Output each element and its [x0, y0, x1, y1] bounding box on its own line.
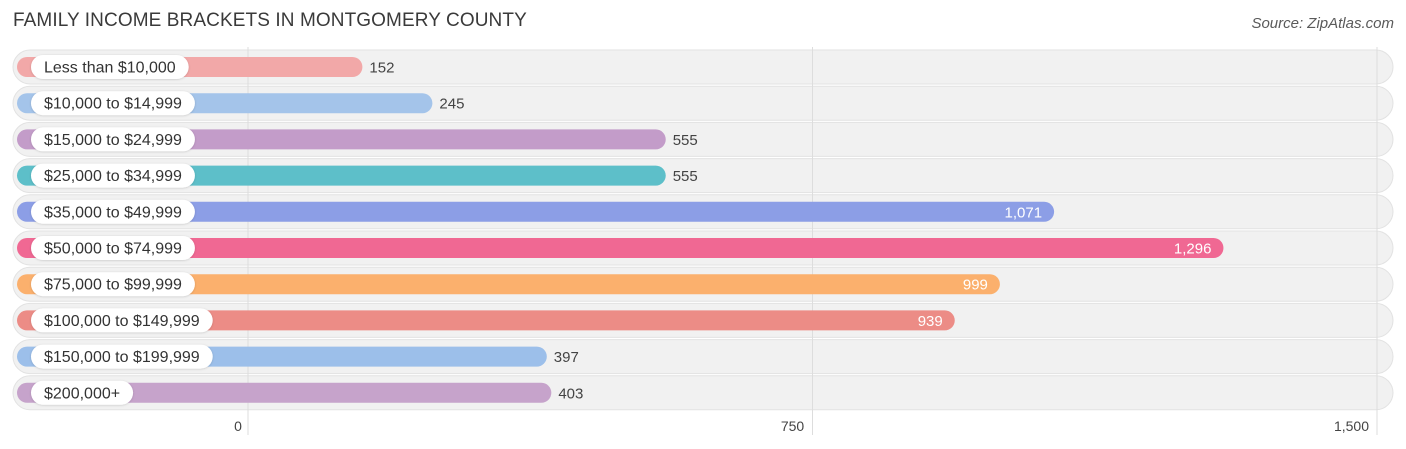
- x-tick-label: 0: [234, 418, 242, 434]
- value-label: 555: [673, 132, 698, 149]
- category-pill: [31, 308, 213, 333]
- value-label: 939: [918, 313, 943, 330]
- category-pill: [31, 199, 195, 224]
- source-note: Source: ZipAtlas.com: [1251, 15, 1394, 32]
- value-label: 555: [673, 168, 698, 185]
- category-label: Less than $10,000: [44, 60, 176, 77]
- row-track: [12, 49, 1394, 85]
- category-pill: [31, 272, 195, 297]
- category-pill: [31, 55, 189, 79]
- category-pill: [31, 163, 195, 188]
- bar: [17, 238, 1224, 258]
- value-label: 397: [554, 349, 579, 366]
- category-label: $25,000 to $34,999: [44, 168, 182, 185]
- value-label: 403: [558, 385, 583, 402]
- category-pill: [31, 127, 195, 152]
- value-label: 152: [369, 60, 394, 77]
- category-pill: [31, 236, 195, 260]
- value-label: 1,296: [1174, 241, 1212, 258]
- x-tick-label: 750: [781, 418, 805, 434]
- value-label: 1,071: [1005, 204, 1043, 221]
- value-label: 245: [439, 96, 464, 113]
- category-pill: [31, 380, 134, 405]
- x-tick-label: 1,500: [1334, 418, 1369, 434]
- category-label: $10,000 to $14,999: [44, 96, 182, 113]
- category-pill: [31, 344, 213, 369]
- bar: [17, 201, 1055, 222]
- category-label: $75,000 to $99,999: [44, 277, 182, 294]
- category-label: $100,000 to $149,999: [44, 313, 200, 330]
- bar: [17, 382, 552, 403]
- category-label: $50,000 to $74,999: [44, 241, 182, 258]
- category-pill: [31, 91, 195, 116]
- value-label: 999: [963, 277, 988, 294]
- bar: [17, 274, 1000, 295]
- chart-title: FAMILY INCOME BRACKETS IN MONTGOMERY COU…: [13, 10, 527, 31]
- category-label: $35,000 to $49,999: [44, 204, 182, 221]
- category-label: $15,000 to $24,999: [44, 132, 182, 149]
- category-label: $150,000 to $199,999: [44, 349, 200, 366]
- category-label: $200,000+: [44, 385, 120, 402]
- bar: [17, 310, 955, 331]
